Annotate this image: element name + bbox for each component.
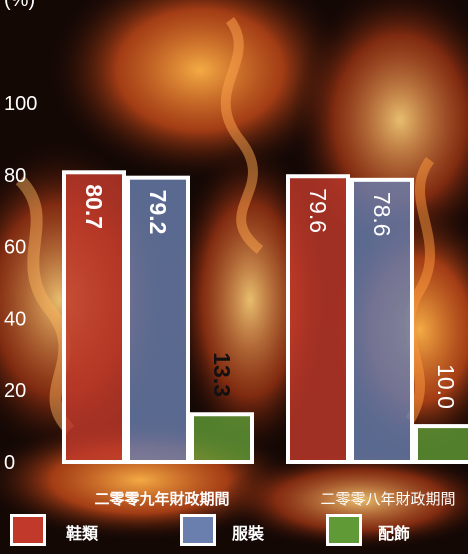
data-label-accessories-2008: 10.0 [433, 364, 459, 409]
legend-label-footwear: 鞋類 [66, 526, 99, 543]
bar-accessories-2008 [414, 424, 468, 465]
y-tick-label: 60 [4, 237, 26, 259]
bar-footwear-2008 [286, 174, 350, 464]
bar-accessories-2009 [190, 412, 254, 464]
category-label-2008: 二零零八年財政期間 [320, 491, 456, 508]
y-tick-label: 100 [4, 93, 37, 115]
legend: 鞋類 服裝 配飾 [0, 512, 468, 554]
data-label-apparel-2009: 79.2 [145, 190, 171, 235]
category-label-2009: 二零零九年財政期間 [94, 491, 230, 508]
bar-layer [62, 170, 468, 465]
bar-apparel-2009 [126, 175, 190, 464]
legend-label-apparel: 服裝 [232, 526, 265, 543]
y-tick-label: 80 [4, 165, 26, 187]
legend-label-accessories: 配飾 [378, 526, 411, 543]
legend-swatch-footwear [10, 514, 46, 546]
bar-apparel-2008 [350, 177, 414, 465]
legend-swatch-apparel [180, 514, 216, 546]
data-label-layer: 80.7 79.2 13.3 79.6 78.6 10.0 [81, 184, 459, 409]
y-tick-label: 0 [4, 452, 15, 474]
y-axis: 0 20 40 60 80 100 [4, 93, 37, 474]
y-axis-unit-label: (%) [4, 0, 35, 11]
data-label-accessories-2009: 13.3 [209, 352, 235, 397]
bar-footwear-2009 [62, 170, 126, 465]
y-tick-label: 40 [4, 308, 26, 330]
data-label-footwear-2009: 80.7 [81, 184, 107, 229]
y-tick-label: 20 [4, 380, 26, 402]
legend-swatch-accessories [326, 514, 362, 546]
data-label-apparel-2008: 78.6 [369, 192, 395, 237]
data-label-footwear-2008: 79.6 [305, 188, 331, 233]
